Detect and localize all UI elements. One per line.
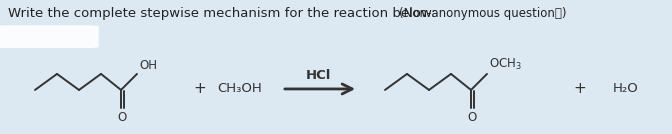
Text: Write the complete stepwise mechanism for the reaction below:: Write the complete stepwise mechanism fo…: [8, 7, 435, 20]
Text: OH: OH: [139, 59, 157, 72]
Text: +: +: [194, 81, 206, 96]
Text: (Non-anonymous questionⓘ): (Non-anonymous questionⓘ): [399, 7, 566, 20]
Text: O: O: [468, 111, 477, 124]
Text: HCl: HCl: [305, 69, 331, 82]
Text: +: +: [574, 81, 587, 96]
Text: OCH$_3$: OCH$_3$: [489, 57, 522, 72]
Text: CH₃OH: CH₃OH: [218, 82, 262, 95]
Text: O: O: [118, 111, 127, 124]
Text: H₂O: H₂O: [613, 82, 639, 95]
FancyBboxPatch shape: [0, 25, 99, 48]
